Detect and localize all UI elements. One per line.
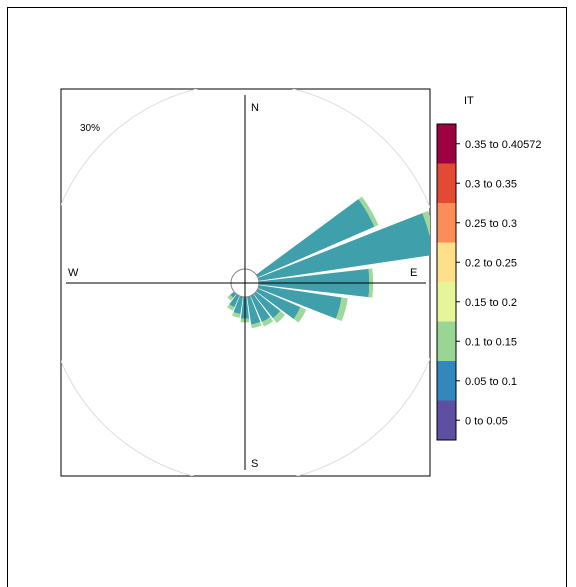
legend-title: IT <box>464 95 474 107</box>
petal-105-segment-0 <box>258 285 342 319</box>
legend-label-7: 0.35 to 0.40572 <box>465 139 541 151</box>
legend-swatch-1 <box>437 361 456 401</box>
petal-225-segment-1 <box>227 294 234 301</box>
legend-swatch-6 <box>437 163 456 203</box>
petal-120-segment-1 <box>293 307 307 323</box>
petal-135-segment-1 <box>273 311 286 324</box>
petal-60-segment-1 <box>358 196 379 227</box>
petal-210-segment-1 <box>227 304 235 311</box>
petal-195-segment-0 <box>233 296 243 315</box>
plot-border <box>60 88 431 477</box>
petal-135-segment-0 <box>253 291 281 319</box>
percent-ring-label: 30% <box>80 123 100 134</box>
petal-120-segment-0 <box>256 288 301 319</box>
legend-swatch-3 <box>437 282 456 322</box>
north-label: N <box>251 102 259 114</box>
east-label: E <box>410 267 417 279</box>
legend-label-6: 0.3 to 0.35 <box>465 178 517 190</box>
south-label: S <box>251 458 258 470</box>
petal-75-segment-0 <box>258 213 430 281</box>
petal-105-segment-1 <box>335 297 348 322</box>
legend-swatch-0 <box>437 400 456 440</box>
legend-label-1: 0.05 to 0.1 <box>465 376 517 388</box>
legend: 0 to 0.05 0.05 to 0.1 0.1 to 0.15 0.15 to 0… <box>436 123 541 441</box>
legend-label-0: 0 to 0.05 <box>465 415 508 427</box>
legend-label-3: 0.15 to 0.2 <box>465 297 517 309</box>
petal-150-segment-1 <box>261 317 274 327</box>
petal-150-segment-0 <box>250 294 271 322</box>
legend-border <box>436 123 457 441</box>
legend-swatch-2 <box>437 321 456 361</box>
legend-label-4: 0.2 to 0.25 <box>465 257 517 269</box>
petal-75-segment-1 <box>422 210 430 237</box>
legend-swatch-5 <box>437 203 456 243</box>
legend-label-5: 0.25 to 0.3 <box>465 218 517 230</box>
petal-165-segment-0 <box>247 296 261 325</box>
west-label: W <box>68 267 79 279</box>
legend-label-2: 0.1 to 0.15 <box>465 336 517 348</box>
legend-swatch-7 <box>437 124 456 164</box>
legend-swatch-4 <box>437 242 456 282</box>
petal-210-segment-0 <box>229 294 240 308</box>
petal-165-segment-1 <box>251 321 262 329</box>
petal-60-segment-0 <box>256 199 375 278</box>
petal-195-segment-1 <box>232 312 241 318</box>
